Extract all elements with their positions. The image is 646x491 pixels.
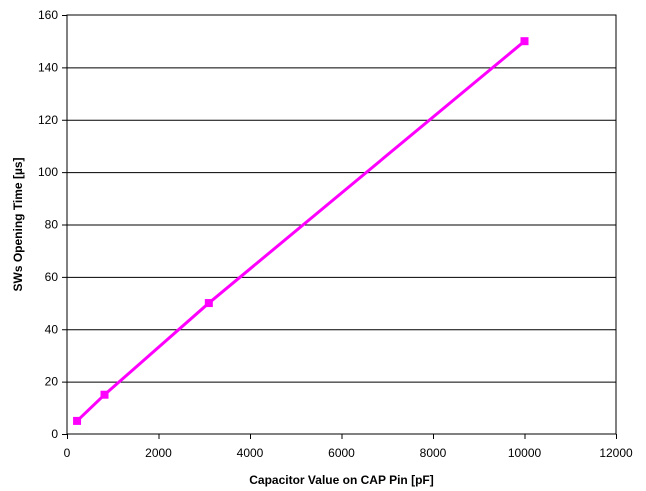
y-tick-label: 20 — [45, 375, 59, 389]
series-line — [76, 40, 526, 422]
y-tick-label: 0 — [51, 427, 58, 441]
x-tick-label: 2000 — [145, 446, 172, 460]
x-tick-label: 8000 — [420, 446, 447, 460]
y-tick-label: 140 — [38, 60, 58, 74]
x-tick-label: 12000 — [599, 446, 633, 460]
y-axis-title: SWs Opening Time [µs] — [11, 157, 25, 291]
y-tick-label: 40 — [45, 322, 59, 336]
x-axis-title: Capacitor Value on CAP Pin [pF] — [249, 473, 433, 487]
gridlines — [67, 67, 616, 383]
data-point-marker — [73, 416, 82, 425]
data-point-marker — [204, 299, 213, 308]
x-tick-label: 4000 — [237, 446, 264, 460]
y-tick-label: 80 — [45, 218, 59, 232]
data-point-marker — [520, 37, 529, 46]
axis-ticks: 0 20 40 60 80 100 120 140 160 0 2000 4000 6000 8000 10… — [38, 8, 633, 460]
y-tick-label: 60 — [45, 270, 59, 284]
x-tick-label: 0 — [64, 446, 71, 460]
y-tick-label: 120 — [38, 113, 58, 127]
x-tick-label: 10000 — [508, 446, 542, 460]
data-point-marker — [100, 390, 109, 399]
y-tick-label: 160 — [38, 8, 58, 22]
data-series — [73, 37, 529, 425]
x-tick-label: 6000 — [328, 446, 355, 460]
y-tick-label: 100 — [38, 165, 58, 179]
